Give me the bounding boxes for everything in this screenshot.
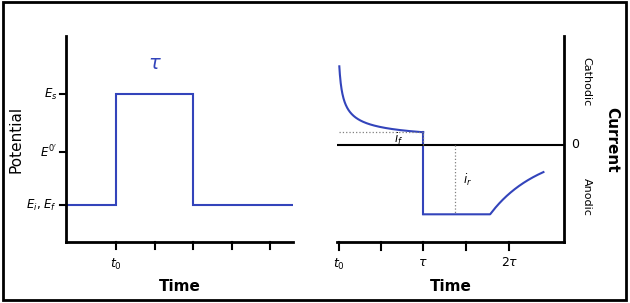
Text: Cathodic: Cathodic: [581, 57, 592, 106]
Text: $\tau$: $\tau$: [147, 55, 161, 73]
Text: $t_0$: $t_0$: [110, 257, 122, 272]
Text: Anodic: Anodic: [581, 178, 592, 216]
Text: $E_i$, $E_f$: $E_i$, $E_f$: [26, 198, 57, 213]
Text: $E_s$: $E_s$: [43, 86, 57, 102]
Text: Current: Current: [604, 107, 619, 172]
Text: $\tau$: $\tau$: [418, 256, 428, 269]
Text: $E^{0'}$: $E^{0'}$: [40, 144, 57, 160]
Text: $i_r$: $i_r$: [463, 171, 472, 188]
Text: $t_0$: $t_0$: [333, 256, 345, 271]
Text: $2\tau$: $2\tau$: [501, 256, 518, 269]
Text: $i_f$: $i_f$: [394, 131, 403, 147]
Text: Time: Time: [430, 279, 471, 295]
Text: Time: Time: [159, 279, 200, 295]
Text: Potential: Potential: [9, 106, 24, 173]
Text: 0: 0: [571, 138, 578, 152]
